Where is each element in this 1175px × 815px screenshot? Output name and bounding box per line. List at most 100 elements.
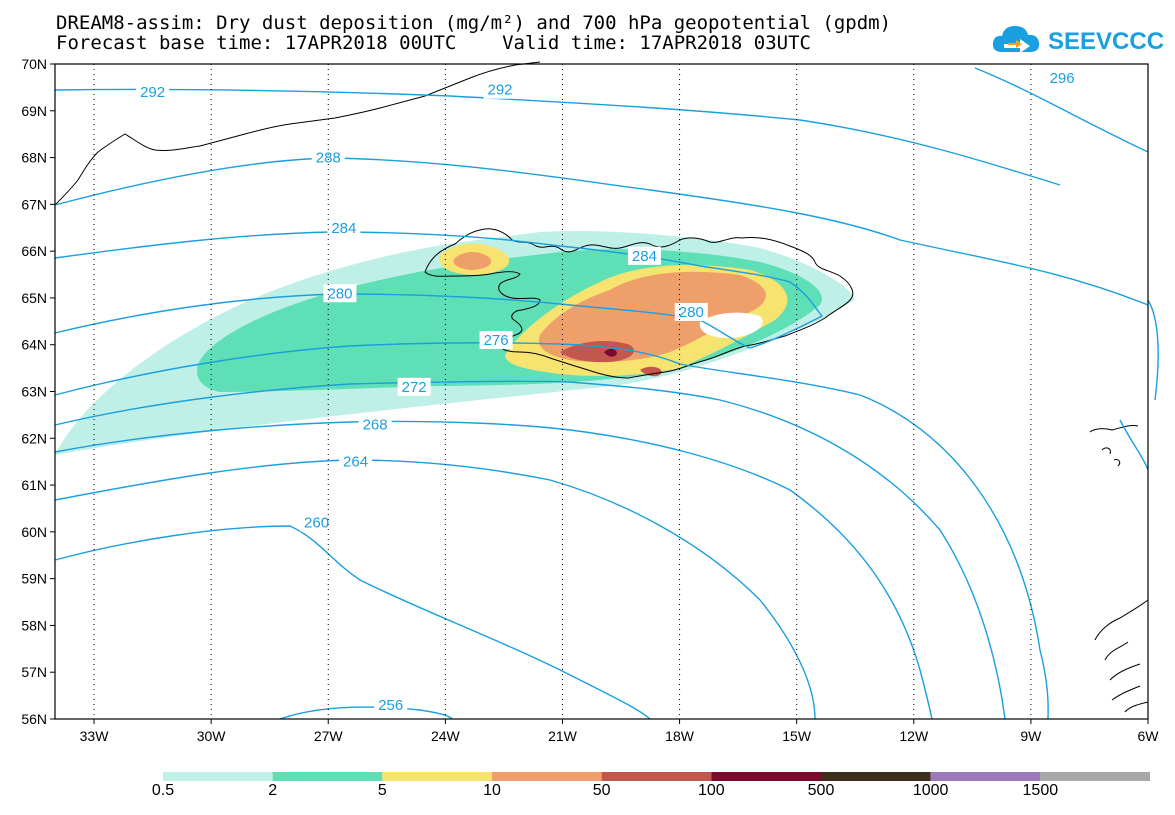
lat-tick-label: 56N <box>21 711 47 727</box>
geopotential-isoline <box>54 157 1149 306</box>
iceland-coast <box>424 228 854 379</box>
lat-tick-label: 60N <box>21 524 47 540</box>
lon-tick-label: 24W <box>431 728 461 744</box>
colorbar-swatch <box>711 772 821 781</box>
lon-tick-label: 6W <box>1138 728 1160 744</box>
dust-band-10b <box>453 252 492 270</box>
faroe-coast <box>1089 425 1139 467</box>
lat-tick-label: 62N <box>21 430 47 446</box>
contour-label-bg <box>674 302 708 321</box>
contour-label: 276 <box>484 332 509 349</box>
lat-tick-label: 58N <box>21 617 47 633</box>
colorbar-swatch <box>1040 772 1150 781</box>
contour-label: 280 <box>327 285 352 302</box>
colorbar-label: 5 <box>377 782 387 799</box>
map-subtitle: Forecast base time: 17APR2018 00UTC Vali… <box>56 32 811 54</box>
geopotential-isoline <box>54 459 816 720</box>
dust-gap <box>699 312 763 338</box>
geopotential-isoline <box>279 706 453 720</box>
colorbar-label: 50 <box>592 782 611 799</box>
contour-label-bg <box>136 83 170 102</box>
contour-label: 268 <box>363 416 388 433</box>
geopotential-isoline <box>54 420 933 720</box>
geopotential-isoline <box>54 293 823 349</box>
colorbar-swatch <box>492 772 602 781</box>
contour-label-bg <box>374 695 408 714</box>
contour-label: 280 <box>679 304 704 321</box>
contour-label-bg <box>483 80 517 99</box>
dust-band-50b <box>640 366 662 377</box>
colorbar-label: 10 <box>483 782 501 799</box>
contour-label-bg <box>627 246 661 265</box>
lat-tick-label: 63N <box>21 384 47 400</box>
greenland-coast <box>54 61 541 206</box>
lon-tick-label: 33W <box>80 728 110 744</box>
geopotential-isoline <box>974 67 1149 153</box>
latitude-ticks: 70N 69N 68N 67N 66N 65N 64N 63N 62N 61N 60N 59N 58N 5… <box>21 56 55 727</box>
contour-label: 284 <box>331 220 356 237</box>
geopotential-isoline <box>54 525 651 720</box>
contour-label: 296 <box>1050 70 1075 87</box>
dust-band-50 <box>560 340 634 363</box>
lat-tick-label: 69N <box>21 103 47 119</box>
colorbar-swatch <box>821 772 931 781</box>
seevccc-logo: SEEVCCC <box>990 22 1164 62</box>
colorbar-label: 500 <box>807 782 835 799</box>
colorbar-swatch <box>272 772 383 781</box>
contour-label-bg <box>1045 69 1079 88</box>
contour-label-bg <box>479 331 513 350</box>
geopotential-isoline <box>1147 299 1159 401</box>
lat-tick-label: 64N <box>21 337 47 353</box>
geopotential-contours <box>54 67 1159 720</box>
coastlines <box>54 61 1149 713</box>
colorbar-label: 0.5 <box>151 782 175 799</box>
colorbar-swatch <box>601 772 712 781</box>
longitude-ticks: 33W 30W 27W 24W 21W 18W 15W 12W 9W 6W <box>80 719 1160 744</box>
contour-label-bg <box>358 415 392 434</box>
contour-label-bg <box>339 452 373 471</box>
geopotential-isoline <box>54 88 1061 186</box>
dust-band-10 <box>538 271 767 362</box>
lat-tick-label: 57N <box>21 664 47 680</box>
colorbar-label: 2 <box>268 782 278 799</box>
contour-label: 272 <box>402 379 427 396</box>
geopotential-isoline <box>54 342 1049 720</box>
contour-label: 284 <box>632 248 657 265</box>
colorbar-label: 1500 <box>1022 782 1059 799</box>
contour-label: 288 <box>316 150 341 167</box>
geopotential-isoline <box>54 231 823 317</box>
contour-label-bg <box>327 218 361 237</box>
dust-band-100 <box>604 348 617 357</box>
contour-label: 256 <box>378 697 403 714</box>
lon-tick-label: 27W <box>314 728 344 744</box>
geopotential-isoline <box>1119 419 1149 471</box>
colorbar-label: 1000 <box>912 782 949 799</box>
geopotential-isoline <box>54 380 1006 720</box>
contour-label: 292 <box>140 84 165 101</box>
contour-label: 260 <box>304 515 329 532</box>
lon-tick-label: 18W <box>665 728 695 744</box>
cloud-arrow-icon <box>992 26 1040 53</box>
lat-tick-label: 61N <box>21 477 47 493</box>
lat-tick-label: 65N <box>21 290 47 306</box>
lon-tick-label: 30W <box>197 728 227 744</box>
lon-tick-label: 15W <box>782 728 812 744</box>
lat-tick-label: 70N <box>21 56 47 72</box>
colorbar-swatch <box>163 772 273 781</box>
graticule <box>93 64 1032 719</box>
contour-label-bg <box>323 284 357 303</box>
lon-tick-label: 9W <box>1020 728 1042 744</box>
contour-label-bg <box>300 513 334 532</box>
colorbar-label: 100 <box>697 782 725 799</box>
lat-tick-label: 66N <box>21 243 47 259</box>
lon-tick-label: 21W <box>548 728 578 744</box>
contour-label: 264 <box>343 454 368 471</box>
contour-label: 292 <box>487 82 512 99</box>
lat-tick-label: 68N <box>21 150 47 166</box>
scotland-coast <box>1094 599 1149 713</box>
contour-label-bg <box>397 377 431 396</box>
colorbar-swatch <box>382 772 492 781</box>
lat-tick-label: 59N <box>21 571 47 587</box>
contour-labels: 292 292 296 288 284 284 280 280 276 272 268 264 260 2… <box>136 69 1079 714</box>
